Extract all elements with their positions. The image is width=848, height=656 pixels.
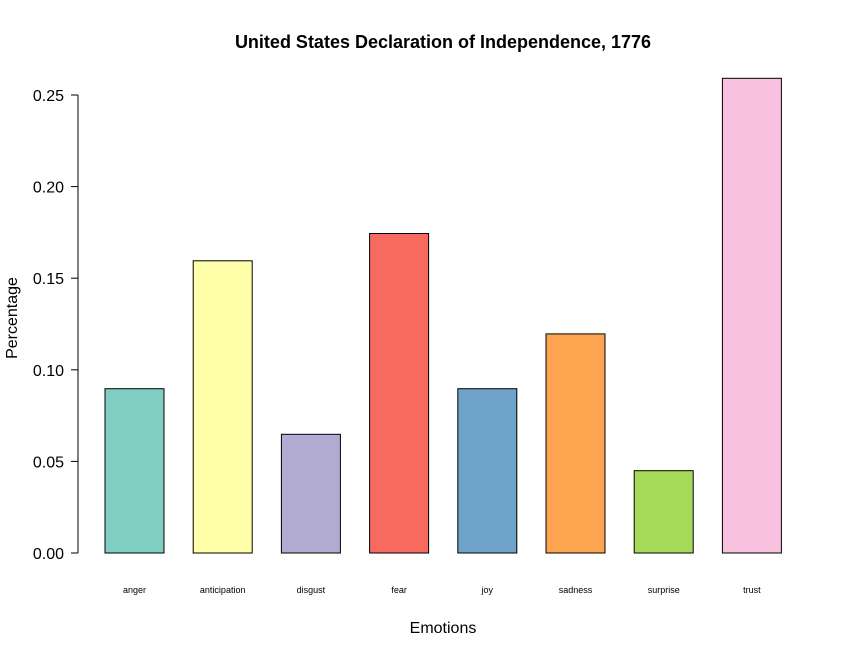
y-tick-label: 0.05: [33, 454, 64, 471]
x-tick-label-fear: fear: [391, 585, 407, 595]
y-tick-label: 0.25: [33, 88, 64, 105]
bar-sadness: [545, 333, 606, 554]
bar-anticipation: [192, 260, 253, 554]
x-axis-label: Emotions: [410, 620, 477, 637]
bar-joy: [457, 388, 518, 554]
x-tick-label-trust: trust: [743, 585, 761, 595]
bar-trust: [721, 77, 782, 554]
y-tick-label: 0.10: [33, 363, 64, 380]
bar-disgust: [280, 433, 341, 554]
bars: [104, 77, 782, 554]
x-tick-label-surprise: surprise: [648, 585, 680, 595]
chart-title: United States Declaration of Independenc…: [235, 32, 651, 52]
x-tick-label-disgust: disgust: [297, 585, 326, 595]
bar-fear: [369, 233, 430, 554]
y-tick-label: 0.15: [33, 271, 64, 288]
x-tick-label-anticipation: anticipation: [200, 585, 246, 595]
y-tick-label: 0.20: [33, 180, 64, 197]
x-tick-labels: anger anticipation disgust fear joy sadness su…: [123, 585, 761, 595]
y-axis: 0.00 0.05 0.10 0.15 0.20 0.25: [33, 88, 79, 563]
bar-surprise: [633, 470, 694, 554]
y-tick-label: 0.00: [33, 546, 64, 563]
y-axis-label: Percentage: [4, 277, 21, 359]
x-tick-label-sadness: sadness: [559, 585, 593, 595]
x-tick-label-anger: anger: [123, 585, 146, 595]
bar-anger: [104, 388, 165, 554]
x-tick-label-joy: joy: [481, 585, 494, 595]
